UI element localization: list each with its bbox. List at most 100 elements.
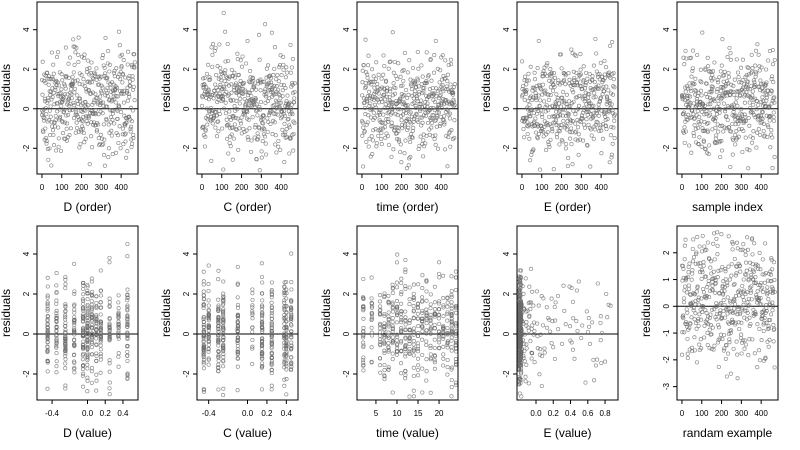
data-point [699, 80, 704, 85]
data-point [81, 292, 86, 297]
data-point [77, 145, 82, 150]
data-point [281, 54, 286, 59]
data-point [250, 291, 255, 296]
data-point [361, 357, 366, 363]
data-point [125, 343, 130, 349]
data-point [116, 336, 121, 341]
data-point [524, 346, 529, 351]
data-point [289, 65, 294, 70]
data-point [125, 295, 130, 300]
data-point [394, 320, 399, 325]
data-point [395, 335, 400, 340]
data-point [122, 132, 127, 137]
data-point [288, 298, 294, 303]
data-point [704, 109, 709, 114]
data-point [685, 356, 690, 361]
data-point [289, 251, 294, 256]
data-point [528, 158, 533, 163]
data-point [415, 349, 421, 354]
data-point [689, 88, 694, 94]
data-point [394, 338, 399, 343]
data-point [206, 338, 211, 344]
data-point [422, 85, 427, 90]
data-point [382, 341, 387, 347]
data-point [89, 369, 94, 374]
data-point [236, 147, 241, 152]
data-point [103, 71, 108, 76]
data-point [382, 368, 387, 373]
x-tick-label: 200 [715, 183, 729, 192]
data-point [201, 293, 206, 298]
data-point [396, 139, 402, 144]
data-point [63, 304, 68, 309]
data-point [290, 112, 295, 117]
data-point [118, 77, 123, 82]
data-point [608, 75, 613, 80]
data-point [766, 124, 771, 129]
data-point [85, 351, 90, 356]
data-point [129, 145, 134, 150]
data-point [420, 329, 425, 334]
data-point [127, 94, 132, 99]
data-point [202, 144, 207, 149]
data-point [43, 106, 48, 111]
data-point [770, 166, 775, 171]
data-point [432, 345, 437, 351]
data-point [89, 306, 94, 311]
data-point [87, 80, 92, 85]
data-point [287, 125, 292, 130]
data-point [66, 75, 71, 80]
data-point [386, 349, 391, 354]
data-point [556, 128, 561, 133]
data-point [583, 380, 588, 385]
data-point [266, 63, 271, 68]
data-point [376, 133, 381, 138]
data-point [113, 150, 119, 155]
data-point [41, 107, 46, 112]
data-point [399, 289, 404, 295]
data-point [590, 320, 595, 325]
data-point [750, 136, 756, 141]
data-point [75, 78, 80, 83]
data-point [762, 280, 767, 285]
data-point [382, 362, 387, 368]
data-point [229, 132, 234, 137]
data-point [763, 241, 768, 246]
data-point [269, 362, 274, 367]
data-point [253, 87, 259, 92]
data-point [386, 300, 391, 305]
data-point [445, 310, 450, 315]
data-point [428, 325, 433, 330]
data-point [221, 167, 226, 172]
data-point [246, 117, 251, 122]
data-point [743, 252, 748, 257]
data-point [85, 316, 90, 321]
data-point [88, 91, 93, 96]
data-point [740, 57, 745, 62]
data-point [201, 366, 206, 371]
data-point [207, 92, 212, 97]
data-point [94, 314, 99, 319]
data-point [245, 39, 250, 44]
data-point [432, 300, 437, 305]
data-point [685, 351, 690, 356]
data-point [576, 132, 581, 137]
data-point [418, 108, 423, 114]
data-point [386, 66, 391, 71]
data-point [125, 349, 130, 354]
data-point [568, 83, 573, 88]
data-point [395, 343, 400, 348]
y-tick-label: 0 [662, 304, 671, 309]
data-point [723, 356, 728, 361]
data-point [685, 336, 690, 341]
y-tick-label: 0 [182, 106, 191, 111]
data-point [46, 82, 51, 87]
x-tick-label: 0.0 [242, 409, 254, 418]
data-point [366, 63, 371, 68]
x-axis-label: randam example [683, 426, 773, 440]
data-point [85, 288, 90, 293]
data-point [258, 88, 263, 93]
data-point [101, 141, 106, 147]
data-point [377, 293, 383, 298]
